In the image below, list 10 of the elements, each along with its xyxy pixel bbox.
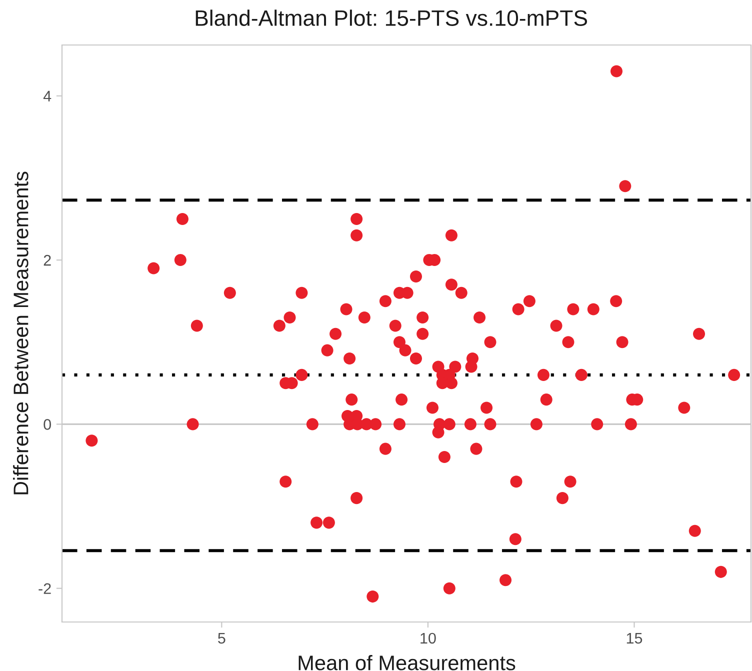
x-axis-title: Mean of Measurements <box>298 655 516 670</box>
y-tick-label: -2 <box>38 583 51 594</box>
y-axis-title: Difference Between Measurements <box>13 172 28 494</box>
y-tick-label: 0 <box>44 419 51 430</box>
y-tick-label: 2 <box>44 254 51 266</box>
x-tick-label: 5 <box>218 632 226 644</box>
chart-title: Bland-Altman Plot: 15-PTS vs.10-mPTS <box>196 10 588 26</box>
x-tick-label: 15 <box>626 632 642 644</box>
y-tick-label: 4 <box>43 90 52 102</box>
x-tick-label: 10 <box>420 632 436 644</box>
